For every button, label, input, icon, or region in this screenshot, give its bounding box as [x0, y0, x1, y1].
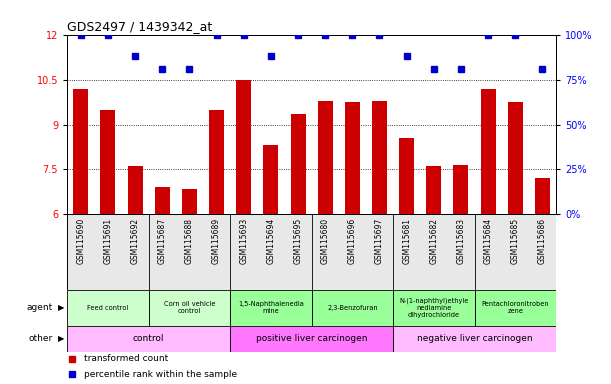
Text: GSM115689: GSM115689: [212, 218, 221, 264]
Bar: [148, 290, 230, 326]
Text: percentile rank within the sample: percentile rank within the sample: [84, 370, 238, 379]
Bar: [73, 89, 88, 214]
Text: Pentachloronitroben
zene: Pentachloronitroben zene: [481, 301, 549, 314]
Text: positive liver carcinogen: positive liver carcinogen: [256, 334, 367, 343]
Text: GSM115686: GSM115686: [538, 218, 547, 264]
Bar: [393, 290, 475, 326]
Text: GSM115693: GSM115693: [240, 218, 248, 265]
Text: Feed control: Feed control: [87, 305, 128, 311]
Text: GSM115687: GSM115687: [158, 218, 167, 264]
Bar: [230, 326, 393, 352]
Bar: [399, 138, 414, 214]
Text: ▶: ▶: [58, 303, 65, 313]
Bar: [426, 167, 441, 214]
Bar: [372, 101, 387, 214]
Text: GSM115695: GSM115695: [293, 218, 302, 265]
Text: GSM115682: GSM115682: [430, 218, 438, 264]
Bar: [453, 165, 469, 214]
Text: negative liver carcinogen: negative liver carcinogen: [417, 334, 532, 343]
Text: GSM115690: GSM115690: [76, 218, 86, 265]
Text: agent: agent: [26, 303, 53, 313]
Bar: [481, 89, 496, 214]
Text: transformed count: transformed count: [84, 354, 169, 363]
Bar: [128, 167, 142, 214]
Text: control: control: [133, 334, 164, 343]
Text: GSM115681: GSM115681: [402, 218, 411, 264]
Text: GSM115692: GSM115692: [131, 218, 139, 264]
Text: GSM115688: GSM115688: [185, 218, 194, 264]
Text: GSM115680: GSM115680: [321, 218, 330, 264]
Bar: [100, 109, 115, 214]
Text: GSM115694: GSM115694: [266, 218, 276, 265]
Bar: [345, 102, 360, 214]
Bar: [236, 79, 251, 214]
Bar: [182, 189, 197, 214]
Text: GDS2497 / 1439342_at: GDS2497 / 1439342_at: [67, 20, 213, 33]
Bar: [475, 290, 556, 326]
Bar: [508, 102, 523, 214]
Text: other: other: [28, 334, 53, 343]
Text: ▶: ▶: [58, 334, 65, 343]
Text: GSM115685: GSM115685: [511, 218, 520, 264]
Text: GSM115684: GSM115684: [484, 218, 492, 264]
Text: GSM115697: GSM115697: [375, 218, 384, 265]
Bar: [393, 326, 556, 352]
Bar: [155, 187, 170, 214]
Bar: [67, 290, 148, 326]
Text: N-(1-naphthyl)ethyle
nediamine
dihydrochloride: N-(1-naphthyl)ethyle nediamine dihydroch…: [399, 298, 469, 318]
Text: 2,3-Benzofuran: 2,3-Benzofuran: [327, 305, 378, 311]
Bar: [291, 114, 306, 214]
Bar: [67, 326, 230, 352]
Text: 1,5-Naphthalenedia
mine: 1,5-Naphthalenedia mine: [238, 301, 304, 314]
Bar: [230, 290, 312, 326]
Text: GSM115683: GSM115683: [456, 218, 466, 264]
Bar: [535, 179, 550, 214]
Bar: [263, 146, 279, 214]
Text: GSM115691: GSM115691: [103, 218, 112, 264]
Text: Corn oil vehicle
control: Corn oil vehicle control: [164, 301, 215, 314]
Text: GSM115696: GSM115696: [348, 218, 357, 265]
Bar: [318, 101, 332, 214]
Bar: [312, 290, 393, 326]
Bar: [209, 109, 224, 214]
